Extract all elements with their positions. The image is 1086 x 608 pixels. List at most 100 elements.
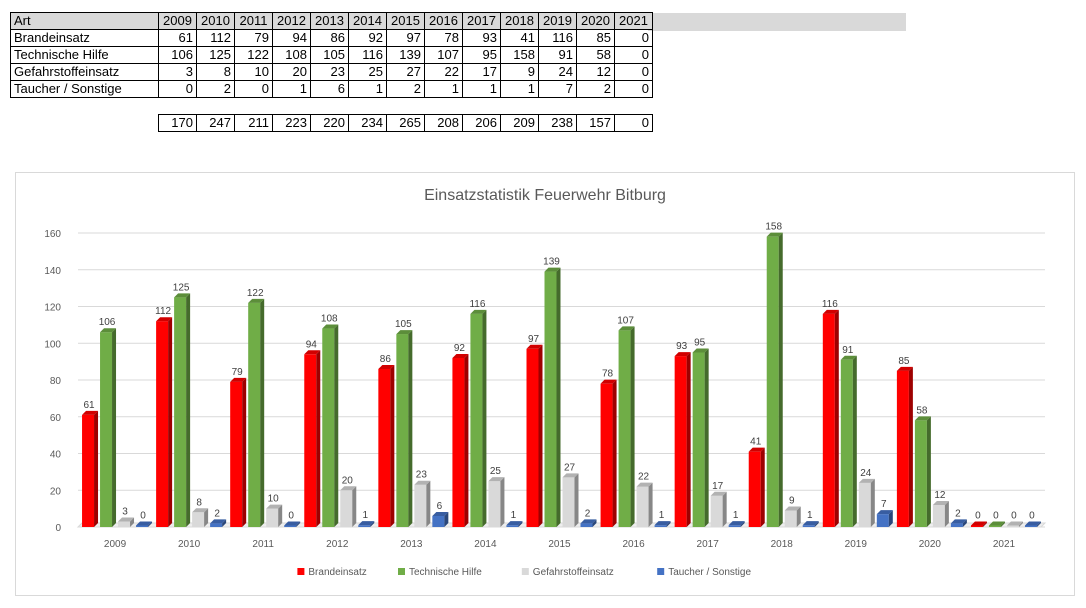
table-cell[interactable]: 1 [500,80,539,98]
legend-label[interactable]: Technische Hilfe [409,567,482,578]
total-cell[interactable]: 223 [272,114,311,132]
table-cell[interactable]: 10 [234,63,273,81]
legend-label[interactable]: Brandeinsatz [308,567,366,578]
bar[interactable] [506,525,519,527]
bar[interactable] [230,381,243,527]
total-cell[interactable]: 170 [158,114,197,132]
bar[interactable] [932,504,945,527]
table-cell[interactable]: 92 [348,29,387,47]
bar[interactable] [748,451,761,527]
year-header-cell[interactable]: 2015 [386,12,425,30]
year-header-cell[interactable]: 2014 [348,12,387,30]
bar[interactable] [580,523,593,527]
year-header-cell[interactable]: 2021 [614,12,653,30]
table-cell[interactable]: 0 [614,80,653,98]
table-cell[interactable]: 6 [310,80,349,98]
legend-label[interactable]: Gefahrstoffeinsatz [533,567,614,578]
bar[interactable] [100,332,113,527]
total-cell[interactable]: 247 [196,114,235,132]
bar[interactable] [248,302,261,527]
bar[interactable] [304,354,317,527]
bar[interactable] [544,271,557,527]
table-cell[interactable]: 8 [196,63,235,81]
bar[interactable] [322,328,335,527]
year-header-cell[interactable]: 2019 [538,12,577,30]
table-cell[interactable]: 85 [576,29,615,47]
total-cell[interactable]: 220 [310,114,349,132]
table-cell[interactable]: 116 [348,46,387,64]
table-cell[interactable]: 61 [158,29,197,47]
table-cell[interactable]: 158 [500,46,539,64]
year-header-cell[interactable]: 2018 [500,12,539,30]
table-cell[interactable]: 112 [196,29,235,47]
table-cell[interactable]: 27 [386,63,425,81]
total-cell[interactable]: 157 [576,114,615,132]
bar[interactable] [618,330,631,527]
table-cell[interactable]: 41 [500,29,539,47]
table-cell[interactable]: 1 [462,80,501,98]
table-cell[interactable]: 17 [462,63,501,81]
total-cell[interactable]: 209 [500,114,539,132]
row-label-cell[interactable]: Technische Hilfe [10,46,159,64]
table-cell[interactable]: 86 [310,29,349,47]
table-cell[interactable]: 78 [424,29,463,47]
table-cell[interactable]: 91 [538,46,577,64]
chart-object[interactable]: Einsatzstatistik Feuerwehr Bitburg 61 106… [15,172,1075,596]
bar[interactable] [452,357,465,527]
table-cell[interactable]: 1 [424,80,463,98]
table-cell[interactable]: 93 [462,29,501,47]
table-cell[interactable]: 122 [234,46,273,64]
table-cell[interactable]: 106 [158,46,197,64]
table-cell[interactable]: 0 [614,29,653,47]
row-label-cell[interactable]: Taucher / Sonstige [10,80,159,98]
year-header-cell[interactable]: 2010 [196,12,235,30]
bar[interactable] [636,486,649,527]
total-cell[interactable]: 234 [348,114,387,132]
table-cell[interactable]: 105 [310,46,349,64]
bar[interactable] [562,477,575,527]
bar[interactable] [822,313,835,527]
table-cell[interactable]: 22 [424,63,463,81]
table-cell[interactable]: 79 [234,29,273,47]
table-cell[interactable]: 25 [348,63,387,81]
table-cell[interactable]: 3 [158,63,197,81]
bar[interactable] [970,525,983,528]
total-cell[interactable]: 0 [614,114,653,132]
bar[interactable] [470,313,483,527]
header-label-cell[interactable]: Art [10,12,159,30]
table-cell[interactable]: 0 [158,80,197,98]
table-cell[interactable]: 0 [234,80,273,98]
bar[interactable] [432,515,445,527]
bar[interactable] [358,525,371,527]
table-cell[interactable]: 108 [272,46,311,64]
bar[interactable] [802,525,815,527]
table-cell[interactable]: 24 [538,63,577,81]
bar[interactable] [396,334,409,527]
table-cell[interactable]: 0 [614,63,653,81]
bar[interactable] [488,481,501,527]
table-cell[interactable]: 97 [386,29,425,47]
bar[interactable] [600,383,613,527]
bar[interactable] [378,368,391,527]
legend-label[interactable]: Taucher / Sonstige [668,567,751,578]
bar[interactable] [876,514,889,527]
bar[interactable] [896,370,909,527]
bar[interactable] [654,525,667,527]
table-cell[interactable]: 139 [386,46,425,64]
bar[interactable] [692,352,705,527]
bar[interactable] [174,297,187,527]
table-cell[interactable]: 7 [538,80,577,98]
year-header-cell[interactable]: 2012 [272,12,311,30]
bar[interactable] [82,414,95,527]
bar[interactable] [784,510,797,527]
bar[interactable] [840,359,853,527]
bar[interactable] [858,482,871,527]
year-header-cell[interactable]: 2017 [462,12,501,30]
table-cell[interactable]: 23 [310,63,349,81]
year-header-cell[interactable]: 2013 [310,12,349,30]
table-cell[interactable]: 116 [538,29,577,47]
bar[interactable] [136,525,149,528]
total-cell[interactable]: 238 [538,114,577,132]
bar[interactable] [526,348,539,527]
table-cell[interactable]: 58 [576,46,615,64]
